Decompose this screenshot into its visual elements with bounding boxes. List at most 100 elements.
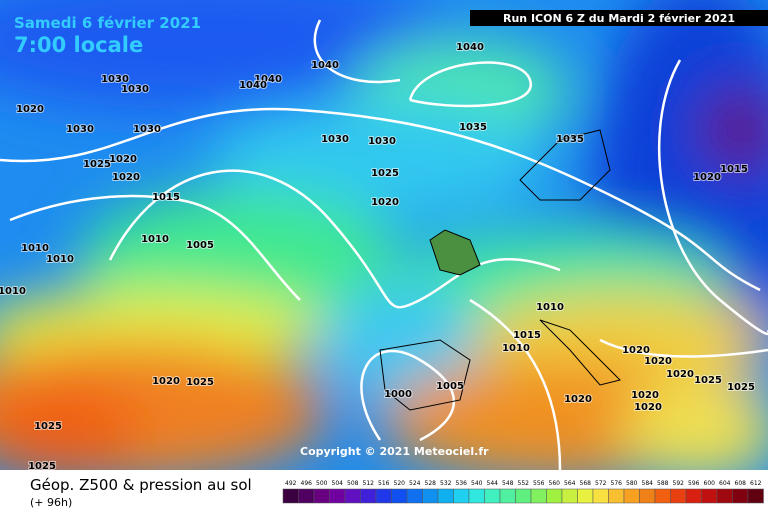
colorbar-swatch xyxy=(329,488,346,504)
colorbar-label: 512 xyxy=(363,480,375,487)
isobar-label: 1020 xyxy=(109,154,137,165)
run-banner xyxy=(470,10,768,26)
colorbar-swatch xyxy=(282,488,299,504)
colorbar-label: 544 xyxy=(487,480,499,487)
colorbar-label: 596 xyxy=(688,480,700,487)
copyright: Copyright © 2021 Meteociel.fr xyxy=(300,445,489,458)
isobar-label: 1030 xyxy=(66,124,94,135)
colorbar-swatch xyxy=(654,488,671,504)
colorbar-swatch xyxy=(484,488,501,504)
colorbar-label: 572 xyxy=(595,480,607,487)
isobar-label: 1020 xyxy=(16,104,44,115)
isobar-label: 1010 xyxy=(536,302,564,313)
isobar-label: 1025 xyxy=(727,382,755,393)
colorbar-label: 504 xyxy=(332,480,344,487)
coastlines xyxy=(379,129,621,411)
colorbar-label: 524 xyxy=(409,480,421,487)
colorbar-swatch xyxy=(422,488,439,504)
isobar-label: 1010 xyxy=(0,286,26,297)
isobar-label: 1025 xyxy=(83,159,111,170)
colorbar-swatch xyxy=(670,488,687,504)
colorbar-label: 508 xyxy=(347,480,359,487)
colorbar-swatch xyxy=(499,488,516,504)
time: 7:00 locale xyxy=(14,33,143,57)
colorbar-label: 564 xyxy=(564,480,576,487)
colorbar-swatch xyxy=(701,488,718,504)
colorbar-swatch xyxy=(685,488,702,504)
isobar-label: 1015 xyxy=(720,164,748,175)
isobar-label: 1010 xyxy=(46,254,74,265)
colorbar-label: 556 xyxy=(533,480,545,487)
colorbar-label: 540 xyxy=(471,480,483,487)
colorbar-label: 608 xyxy=(735,480,747,487)
colorbar-label: 568 xyxy=(580,480,592,487)
isobar-label: 1020 xyxy=(622,345,650,356)
colorbar-label: 520 xyxy=(394,480,406,487)
colorbar-swatch xyxy=(437,488,454,504)
isobar-label: 1040 xyxy=(254,74,282,85)
colorbar-label: 604 xyxy=(719,480,731,487)
isobar-label: 1020 xyxy=(152,376,180,387)
isobar-label: 1000 xyxy=(384,389,412,400)
colorbar-label: 584 xyxy=(642,480,654,487)
colorbar-swatch xyxy=(561,488,578,504)
date: Samedi 6 février 2021 xyxy=(14,14,201,32)
colorbar-label: 496 xyxy=(301,480,313,487)
colorbar-label: 560 xyxy=(549,480,561,487)
isobar-label: 1035 xyxy=(556,134,584,145)
isobar-label: 1025 xyxy=(186,377,214,388)
colorbar-label: 600 xyxy=(704,480,716,487)
isobar-label: 1025 xyxy=(34,421,62,432)
isobar-label: 1020 xyxy=(564,394,592,405)
colorbar-swatch xyxy=(360,488,377,504)
isobar-label: 1020 xyxy=(634,402,662,413)
colorbar-label: 588 xyxy=(657,480,669,487)
isobar-label: 1030 xyxy=(368,136,396,147)
isobar-label: 1030 xyxy=(101,74,129,85)
colorbar-swatch xyxy=(716,488,733,504)
isobar-label: 1040 xyxy=(311,60,339,71)
colorbar-label: 536 xyxy=(456,480,468,487)
isobar-label: 1020 xyxy=(666,369,694,380)
colorbar-swatch xyxy=(515,488,532,504)
colorbar-swatch xyxy=(639,488,656,504)
isobar-label: 1020 xyxy=(631,390,659,401)
run-info: Run ICON 6 Z du Mardi 2 février 2021 xyxy=(503,12,735,25)
isobar-label: 1030 xyxy=(121,84,149,95)
colorbar-label: 592 xyxy=(673,480,685,487)
isobar-label: 1025 xyxy=(371,168,399,179)
colorbar-swatch xyxy=(577,488,594,504)
isobar-label: 1020 xyxy=(693,172,721,183)
isobar-label: 1020 xyxy=(112,172,140,183)
colorbar-swatch xyxy=(313,488,330,504)
colorbar-swatch xyxy=(375,488,392,504)
isobar-label: 1015 xyxy=(513,330,541,341)
isobar-label: 1025 xyxy=(694,375,722,386)
colorbar-swatch xyxy=(608,488,625,504)
colorbar-swatch xyxy=(530,488,547,504)
colorbar-swatch xyxy=(453,488,470,504)
isobar-label: 1035 xyxy=(459,122,487,133)
colorbar-label: 532 xyxy=(440,480,452,487)
isobar-label: 1020 xyxy=(644,356,672,367)
isobar-label: 1040 xyxy=(456,42,484,53)
colorbar-swatch xyxy=(747,488,764,504)
isobar-lines xyxy=(0,19,768,470)
colorbar-label: 576 xyxy=(611,480,623,487)
colorbar-label: 580 xyxy=(626,480,638,487)
colorbar-swatch xyxy=(732,488,749,504)
isobar-label: 1020 xyxy=(371,197,399,208)
colorbar-swatch xyxy=(592,488,609,504)
colorbar-swatch xyxy=(406,488,423,504)
colorbar-swatch xyxy=(546,488,563,504)
isobar-label: 1040 xyxy=(239,80,267,91)
colorbar-swatch xyxy=(623,488,640,504)
footer-title: Géop. Z500 & pression au sol xyxy=(30,476,252,494)
isobar-label: 1010 xyxy=(141,234,169,245)
colorbar-label: 516 xyxy=(378,480,390,487)
isobar-label: 1005 xyxy=(186,240,214,251)
colorbar-label: 500 xyxy=(316,480,328,487)
isobar-label: 1025 xyxy=(28,461,56,472)
